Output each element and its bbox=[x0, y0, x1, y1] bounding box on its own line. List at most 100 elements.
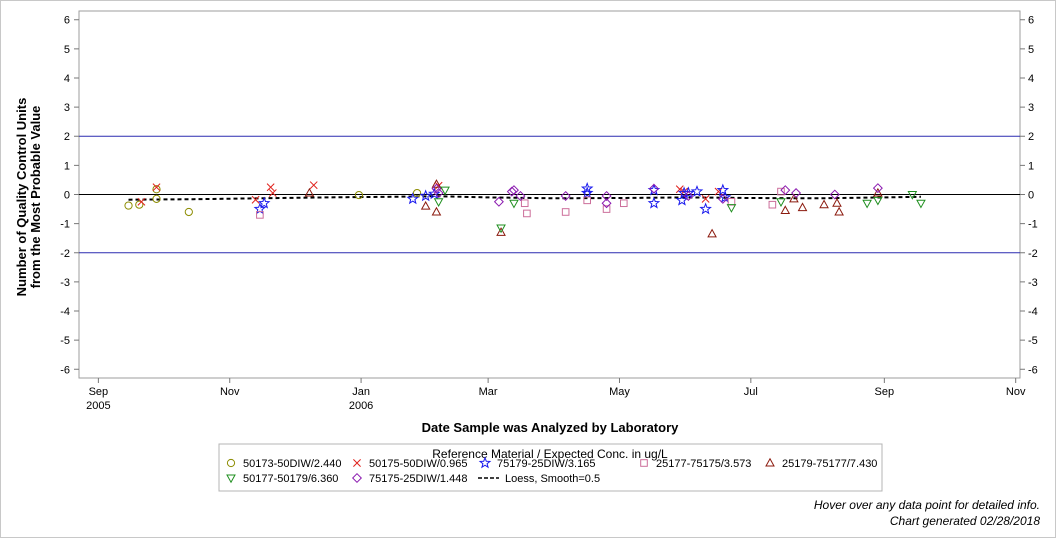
y-tick-label-right: 3 bbox=[1028, 102, 1034, 114]
data-point-diamond[interactable] bbox=[780, 185, 791, 196]
data-point-square[interactable] bbox=[777, 187, 785, 196]
data-point-triangle[interactable] bbox=[496, 227, 506, 236]
data-point-triangle[interactable] bbox=[834, 206, 844, 216]
data-point-down-triangle[interactable] bbox=[873, 196, 883, 206]
data-point-square[interactable] bbox=[619, 199, 628, 208]
data-point-diamond[interactable] bbox=[433, 188, 444, 199]
legend-swatch-diamond bbox=[351, 472, 363, 484]
data-point-diamond[interactable] bbox=[560, 190, 571, 201]
y-tick-label-left: -3 bbox=[60, 277, 70, 289]
legend-swatch-square bbox=[640, 459, 648, 467]
data-point-diamond[interactable] bbox=[431, 183, 442, 194]
legend-label: 50175-50DIW/0.965 bbox=[369, 458, 467, 470]
legend-swatch-star bbox=[478, 456, 492, 469]
data-point-diamond[interactable] bbox=[601, 198, 612, 209]
data-point-circle[interactable] bbox=[152, 185, 161, 194]
data-point-triangle[interactable] bbox=[873, 187, 883, 197]
data-point-down-triangle[interactable] bbox=[916, 199, 926, 209]
data-point-down-triangle[interactable] bbox=[726, 204, 737, 213]
data-point-circle[interactable] bbox=[354, 190, 364, 200]
data-point-diamond[interactable] bbox=[872, 183, 883, 194]
data-point-square[interactable] bbox=[602, 205, 611, 213]
data-point-triangle[interactable] bbox=[304, 187, 315, 197]
data-point-star[interactable] bbox=[406, 192, 420, 205]
data-point-triangle[interactable] bbox=[707, 228, 717, 238]
data-point-x[interactable] bbox=[152, 183, 161, 192]
data-point-star[interactable] bbox=[580, 182, 594, 195]
data-point-star[interactable] bbox=[647, 196, 661, 209]
data-point-triangle[interactable] bbox=[797, 202, 808, 212]
data-point-diamond[interactable] bbox=[493, 196, 504, 207]
data-point-diamond[interactable] bbox=[717, 193, 728, 204]
y-tick-label-left: 2 bbox=[64, 131, 70, 143]
data-point-down-triangle[interactable] bbox=[862, 199, 872, 209]
y-tick-label-right: -6 bbox=[1028, 364, 1038, 376]
data-point-triangle[interactable] bbox=[780, 205, 791, 215]
data-point-triangle[interactable] bbox=[431, 179, 442, 188]
data-point-x[interactable] bbox=[251, 195, 260, 204]
data-point-x[interactable] bbox=[701, 194, 710, 203]
y-tick-label-left: 5 bbox=[64, 44, 70, 56]
y-tick-label-left: 3 bbox=[64, 102, 70, 114]
data-point-down-triangle[interactable] bbox=[496, 224, 506, 234]
data-point-star[interactable] bbox=[716, 183, 730, 196]
data-point-square[interactable] bbox=[768, 200, 777, 209]
data-point-star[interactable] bbox=[675, 193, 689, 206]
data-point-square[interactable] bbox=[523, 209, 531, 218]
data-point-diamond[interactable] bbox=[791, 188, 802, 199]
data-point-triangle[interactable] bbox=[789, 193, 799, 203]
y-tick-label-left: -2 bbox=[60, 248, 70, 260]
data-point-triangle[interactable] bbox=[420, 200, 431, 210]
data-point-diamond[interactable] bbox=[506, 186, 517, 197]
data-point-x[interactable] bbox=[137, 197, 146, 206]
y-tick-label-left: -1 bbox=[60, 219, 70, 231]
data-point-circle[interactable] bbox=[184, 207, 193, 217]
data-point-star[interactable] bbox=[428, 187, 441, 200]
legend-label: 75175-25DIW/1.448 bbox=[369, 473, 467, 485]
data-point-circle[interactable] bbox=[412, 188, 422, 198]
data-point-circle[interactable] bbox=[124, 201, 133, 210]
data-point-down-triangle[interactable] bbox=[433, 198, 444, 208]
data-point-diamond[interactable] bbox=[683, 190, 694, 201]
data-point-circle[interactable] bbox=[135, 200, 144, 209]
data-point-star[interactable] bbox=[257, 196, 271, 209]
data-point-star[interactable] bbox=[690, 184, 704, 197]
data-point-diamond[interactable] bbox=[515, 190, 526, 201]
data-point-diamond[interactable] bbox=[601, 190, 612, 201]
y-tick-label-right: 4 bbox=[1028, 73, 1034, 85]
data-point-down-triangle[interactable] bbox=[440, 186, 450, 196]
data-point-diamond[interactable] bbox=[508, 185, 519, 196]
x-axis-ticks: Sep 2005 Nov Jan 2006 Mar May Jul Sep Nov bbox=[86, 378, 1026, 412]
data-point-triangle[interactable] bbox=[832, 198, 842, 207]
x-tick-label: Nov bbox=[220, 386, 240, 398]
data-point-x[interactable] bbox=[434, 181, 443, 190]
data-point-circle[interactable] bbox=[152, 194, 161, 203]
data-point-down-triangle[interactable] bbox=[776, 198, 786, 208]
data-point-star[interactable] bbox=[699, 202, 712, 215]
data-point-x[interactable] bbox=[309, 181, 318, 190]
data-point-x[interactable] bbox=[266, 183, 275, 192]
data-point-star[interactable] bbox=[682, 186, 695, 199]
data-point-square[interactable] bbox=[256, 211, 264, 219]
data-point-triangle[interactable] bbox=[431, 206, 442, 216]
y-tick-label-left: -6 bbox=[60, 364, 70, 376]
data-point-square[interactable] bbox=[727, 197, 736, 206]
data-point-square[interactable] bbox=[561, 208, 570, 216]
legend-label: 25177-75175/3.573 bbox=[656, 458, 751, 470]
data-point-triangle[interactable] bbox=[819, 199, 829, 209]
data-point-star[interactable] bbox=[580, 186, 594, 199]
y-tick-label-left: -4 bbox=[60, 306, 70, 318]
data-points bbox=[124, 179, 926, 238]
data-point-square[interactable] bbox=[583, 196, 591, 205]
y-tick-label-right: 2 bbox=[1028, 131, 1034, 143]
data-point-star[interactable] bbox=[677, 186, 691, 199]
legend-label: 50177-50179/6.360 bbox=[243, 473, 338, 485]
reference-lines bbox=[79, 135, 1020, 254]
data-point-square[interactable] bbox=[520, 199, 529, 208]
data-point-down-triangle[interactable] bbox=[907, 191, 918, 200]
data-point-down-triangle[interactable] bbox=[509, 199, 519, 209]
data-point-star[interactable] bbox=[419, 189, 432, 202]
data-point-diamond[interactable] bbox=[829, 189, 840, 200]
data-point-diamond[interactable] bbox=[648, 183, 659, 194]
data-point-x[interactable] bbox=[268, 189, 277, 197]
